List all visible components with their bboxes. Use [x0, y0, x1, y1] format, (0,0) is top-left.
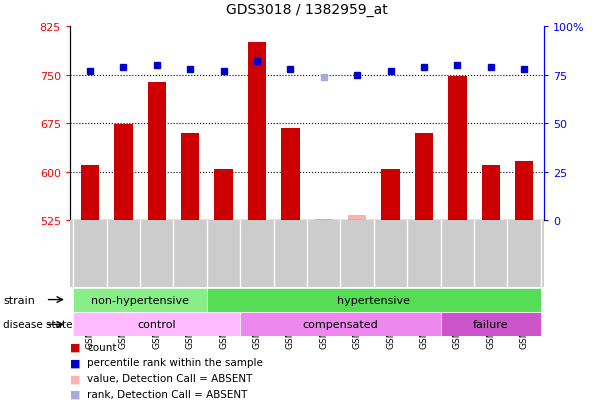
Bar: [281, 128, 300, 221]
Text: non-hypertensive: non-hypertensive: [91, 295, 189, 305]
Text: disease state: disease state: [3, 320, 72, 330]
Text: control: control: [137, 320, 176, 330]
Bar: [81, 166, 99, 221]
Text: strain: strain: [3, 295, 35, 305]
Text: hypertensive: hypertensive: [337, 295, 410, 305]
Bar: [215, 169, 233, 221]
Bar: [248, 43, 266, 221]
Text: ■: ■: [70, 358, 80, 368]
Text: ■: ■: [70, 389, 80, 399]
Bar: [415, 134, 433, 221]
Bar: [482, 166, 500, 221]
Bar: [181, 134, 199, 221]
Text: count: count: [87, 342, 117, 352]
Bar: [448, 77, 466, 221]
Bar: [515, 161, 533, 221]
Text: rank, Detection Call = ABSENT: rank, Detection Call = ABSENT: [87, 389, 247, 399]
Bar: [207, 288, 541, 312]
Text: ■: ■: [70, 342, 80, 352]
Text: ■: ■: [70, 373, 80, 383]
Bar: [240, 313, 441, 337]
Text: value, Detection Call = ABSENT: value, Detection Call = ABSENT: [87, 373, 252, 383]
Text: GDS3018 / 1382959_at: GDS3018 / 1382959_at: [226, 2, 388, 17]
Text: percentile rank within the sample: percentile rank within the sample: [87, 358, 263, 368]
Bar: [348, 216, 367, 221]
Bar: [73, 313, 240, 337]
Text: failure: failure: [473, 320, 508, 330]
Bar: [441, 313, 541, 337]
Bar: [314, 220, 333, 221]
Bar: [148, 83, 166, 221]
Bar: [381, 170, 399, 221]
Text: compensated: compensated: [303, 320, 378, 330]
Bar: [114, 125, 133, 221]
Bar: [73, 288, 207, 312]
